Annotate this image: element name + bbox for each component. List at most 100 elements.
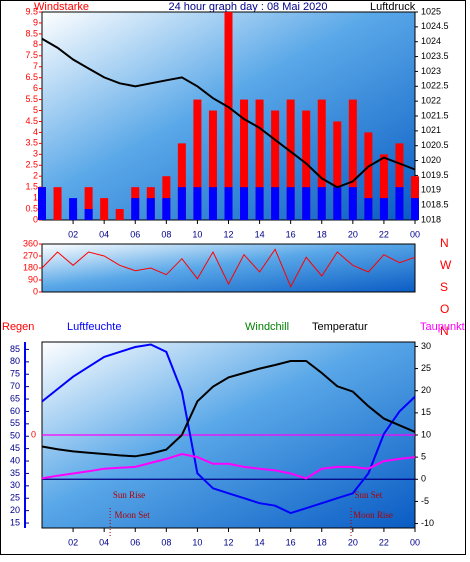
x-tick-label: 20 [348, 229, 358, 239]
x-tick-label: 10 [192, 229, 202, 239]
y-tick-label: 30 [10, 480, 20, 490]
y-tick-label: 15 [10, 517, 20, 527]
x-tick-label: 20 [348, 537, 358, 547]
wind-bar [224, 12, 233, 220]
x-tick-label: 02 [68, 229, 78, 239]
y-tick-label: 9 [33, 17, 38, 27]
y2-axis-label: Luftdruck [370, 1, 416, 13]
wind-bar [317, 99, 326, 220]
wind-bar [208, 187, 217, 220]
y-tick-label: 8.5 [25, 28, 38, 38]
y-tick-label: 0 [33, 214, 38, 224]
y-tick-label: 70 [10, 381, 20, 391]
x-tick-label: 00 [410, 537, 420, 547]
x-tick-label: 16 [286, 229, 296, 239]
wind-bar [115, 209, 124, 220]
y2-tick-label: 1023 [421, 66, 441, 76]
y-tick-label: 8 [33, 39, 38, 49]
series-line [41, 37, 416, 189]
x-tick-label: 14 [255, 229, 265, 239]
wind-bar [286, 99, 295, 220]
x-tick-label: 08 [161, 229, 171, 239]
y2-tick-label: 1020 [421, 155, 441, 165]
y-tick-label: 3.5 [25, 138, 38, 148]
annotation: Sun Rise [113, 490, 145, 500]
x-tick-label: 14 [255, 537, 265, 547]
x-tick-label: 06 [130, 229, 140, 239]
y-tick-label: 7 [33, 61, 38, 71]
x-tick-label: 22 [379, 537, 389, 547]
wind-bar [224, 187, 233, 220]
x-tick-label: 12 [223, 229, 233, 239]
wind-bar [317, 187, 326, 220]
x-tick-label: 06 [130, 537, 140, 547]
y2-tick-label: 20 [421, 385, 431, 395]
y2-tick-label: 1022.5 [421, 81, 449, 91]
y-tick-label: 3 [33, 149, 38, 159]
y-tick-label: 45 [10, 443, 20, 453]
y2-tick-label: 1022 [421, 96, 441, 106]
y-axis-label: Windstarke [34, 1, 89, 13]
y2-tick-label: 10 [421, 429, 431, 439]
y2-tick-label: 5 [421, 452, 426, 462]
wind-bar [271, 110, 280, 220]
y-tick-label: 360 [23, 238, 38, 248]
wind-bar [333, 187, 342, 220]
wind-bar [177, 143, 186, 220]
direction-label: O [440, 302, 449, 316]
wind-bar [84, 209, 93, 220]
wind-bar [379, 154, 388, 220]
wind-bar [255, 99, 264, 220]
x-tick-label: 16 [286, 537, 296, 547]
y2-tick-label: 0 [421, 474, 426, 484]
wind-bar [395, 143, 404, 220]
x-tick-label: 18 [317, 229, 327, 239]
wind-bar [411, 176, 419, 220]
legend-label: Taupunkt [420, 321, 465, 333]
legend-label: Windchill [245, 321, 289, 333]
wind-bar [302, 187, 311, 220]
plot-area [41, 243, 416, 293]
wind-bar [53, 187, 62, 220]
x-tick-label: 08 [161, 537, 171, 547]
y-tick-label: 60 [10, 406, 20, 416]
y2-tick-label: 1019.5 [421, 170, 449, 180]
wind-bar [255, 187, 264, 220]
legend-label: Luftfeuchte [67, 321, 121, 333]
y-tick-label: 6.5 [25, 72, 38, 82]
x-tick-label: 02 [68, 537, 78, 547]
x-tick-label: 04 [99, 537, 109, 547]
y2-tick-label: -5 [421, 496, 429, 506]
y2-tick-label: 1020.5 [421, 140, 449, 150]
rain-tick-label: 0 [31, 429, 36, 439]
series-line [41, 248, 416, 288]
y-tick-label: 4 [33, 127, 38, 137]
wind-bar [348, 187, 357, 220]
y-tick-label: 4.5 [25, 116, 38, 126]
series-line [41, 452, 416, 480]
wind-bar [333, 121, 342, 220]
wind-bar [69, 198, 78, 220]
y2-tick-label: 1021 [421, 125, 441, 135]
wind-bar [193, 99, 202, 220]
wind-bar [364, 132, 373, 220]
annotation: Moon Set [115, 510, 151, 520]
wind-bar [271, 187, 280, 220]
y2-tick-label: 25 [421, 363, 431, 373]
y2-tick-label: -10 [421, 518, 434, 528]
y-tick-label: 270 [23, 250, 38, 260]
y2-tick-label: 15 [421, 407, 431, 417]
annotation: Moon Rise [353, 510, 393, 520]
wind-bar [395, 187, 404, 220]
y-tick-label: 2 [33, 171, 38, 181]
direction-label: N [440, 236, 449, 250]
rain-label: Regen [2, 321, 34, 333]
wind-bar [162, 198, 171, 220]
y-tick-label: 5 [33, 105, 38, 115]
wind-bar [379, 198, 388, 220]
y-tick-label: 55 [10, 418, 20, 428]
wind-bar [100, 198, 109, 220]
y-tick-label: 85 [10, 344, 20, 354]
wind-bar [131, 198, 140, 220]
chart-title: 24 hour graph day : 08 Mai 2020 [168, 1, 327, 13]
